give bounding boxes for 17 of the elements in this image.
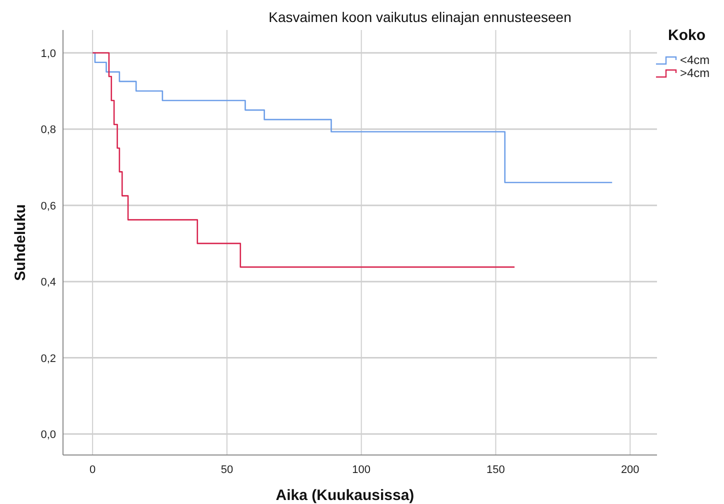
legend-label: >4cm — [680, 66, 710, 80]
y-tick-label: 0,6 — [40, 200, 56, 212]
y-tick-label: 0,4 — [40, 276, 56, 289]
x-tick-label: 50 — [220, 464, 234, 476]
x-tick-label: 100 — [352, 464, 371, 476]
legend-label: <4cm — [680, 53, 710, 67]
chart-title: Kasvaimen koon vaikutus elinajan ennusteeseen — [268, 9, 572, 25]
y-axis-title: Suhdeluku — [12, 204, 29, 281]
y-tick-label: 0,0 — [40, 429, 56, 442]
legend-title: Koko — [668, 27, 706, 44]
y-tick-label: 1,0 — [40, 48, 56, 60]
x-axis-title: Aika (Kuukausissa) — [276, 487, 414, 504]
x-tick-label: 150 — [486, 464, 505, 476]
y-tick-label: 0,2 — [40, 352, 56, 365]
y-tick-label: 0,8 — [40, 124, 56, 136]
x-tick-label: 0 — [90, 464, 96, 476]
x-tick-label: 200 — [620, 464, 640, 476]
